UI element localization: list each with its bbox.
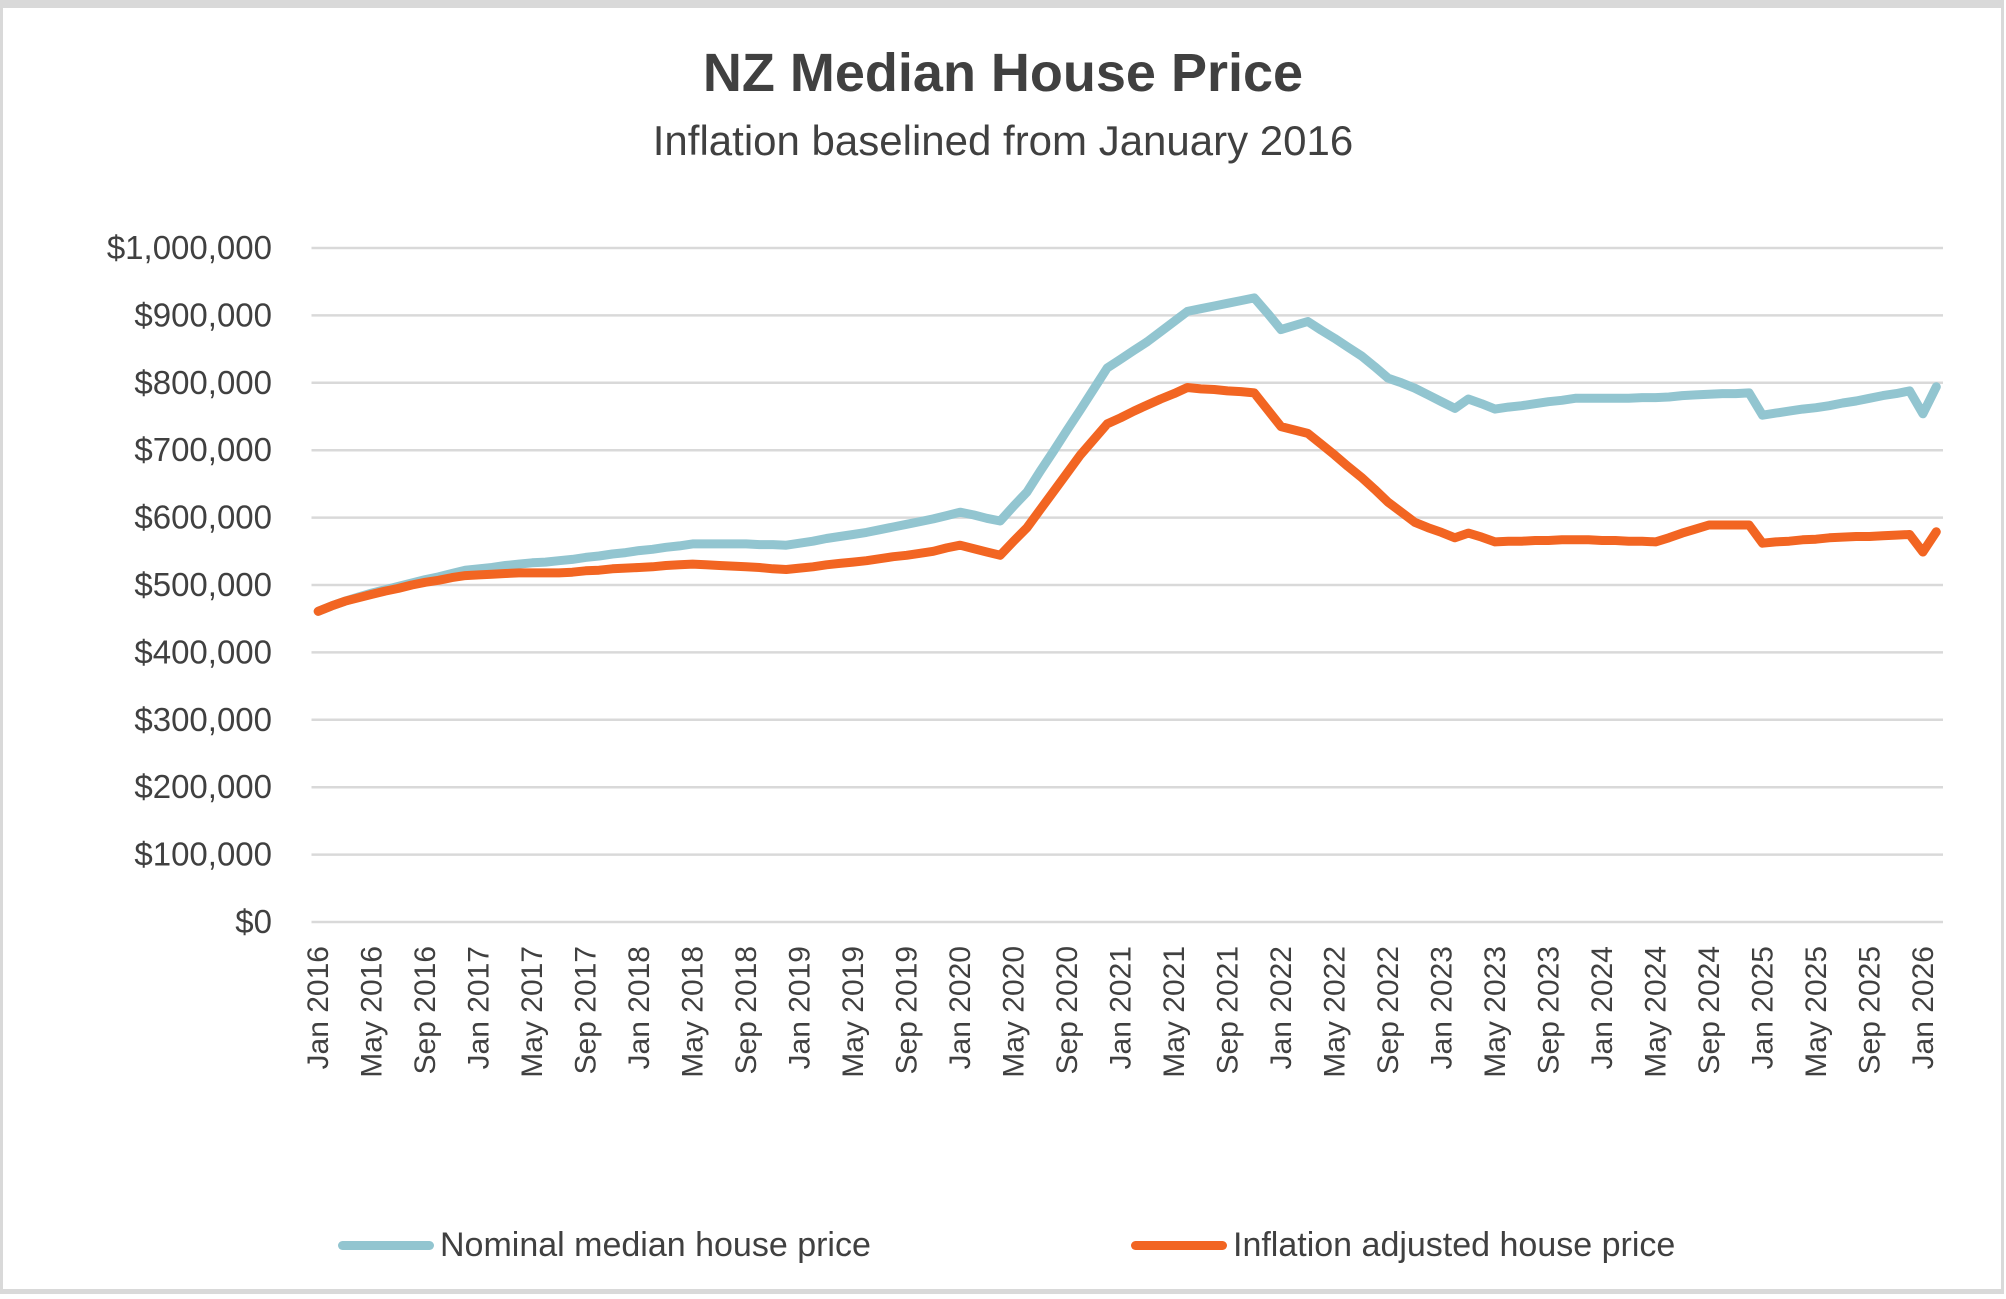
x-tick-label: Jan 2023 bbox=[1426, 946, 1459, 1069]
x-tick-label: Jan 2016 bbox=[302, 946, 335, 1069]
x-tick-label: Sep 2018 bbox=[730, 946, 763, 1074]
gridlines bbox=[311, 246, 1943, 924]
x-tick-label: May 2021 bbox=[1158, 946, 1191, 1078]
y-tick-label: $200,000 bbox=[134, 768, 272, 805]
x-tick-label: Jan 2019 bbox=[784, 946, 817, 1069]
x-tick-label: May 2016 bbox=[356, 946, 389, 1078]
x-tick-label: Jan 2017 bbox=[463, 946, 496, 1069]
x-tick-label: Jan 2022 bbox=[1265, 946, 1298, 1069]
y-tick-label: $900,000 bbox=[134, 296, 272, 333]
line-chart: $0 $100,000 $200,000 $300,000 $400,000 $500,0… bbox=[107, 229, 1943, 1078]
series-lines bbox=[313, 293, 1941, 616]
series-line-nominal bbox=[313, 293, 1941, 616]
legend-item-inflation-adjusted: Inflation adjusted house price bbox=[1131, 1220, 1675, 1270]
x-tick-label: May 2019 bbox=[837, 946, 870, 1078]
x-tick-label: Sep 2017 bbox=[570, 946, 603, 1074]
legend-swatch-nominal bbox=[338, 1240, 434, 1250]
chart-title: NZ Median House Price bbox=[702, 43, 1304, 103]
x-tick-label: Jan 2024 bbox=[1586, 946, 1619, 1069]
x-tick-label: Sep 2021 bbox=[1212, 946, 1245, 1074]
x-tick-label: Sep 2025 bbox=[1853, 946, 1886, 1074]
y-axis-tick-labels: $0 $100,000 $200,000 $300,000 $400,000 $500,0… bbox=[107, 229, 272, 940]
x-tick-label: Sep 2022 bbox=[1372, 946, 1405, 1074]
x-tick-label: May 2020 bbox=[998, 946, 1031, 1078]
x-tick-label: May 2022 bbox=[1319, 946, 1352, 1078]
x-tick-label: Sep 2016 bbox=[409, 946, 442, 1074]
y-tick-label: $500,000 bbox=[134, 566, 272, 603]
x-tick-label: May 2018 bbox=[677, 946, 710, 1078]
x-tick-label: Sep 2019 bbox=[891, 946, 924, 1074]
x-tick-label: Jan 2026 bbox=[1907, 946, 1940, 1069]
legend-label-inflation-adjusted: Inflation adjusted house price bbox=[1233, 1225, 1676, 1264]
legend-swatch-inflation-adjusted bbox=[1131, 1240, 1227, 1250]
y-tick-label: $1,000,000 bbox=[107, 229, 272, 266]
chart-subtitle: Inflation baselined from January 2016 bbox=[652, 117, 1354, 164]
series-line-inflation-adjusted bbox=[313, 383, 1941, 616]
y-tick-label: $100,000 bbox=[134, 836, 272, 873]
x-tick-label: May 2025 bbox=[1800, 946, 1833, 1078]
x-tick-label: Sep 2024 bbox=[1693, 946, 1726, 1074]
x-axis-tick-labels: Jan 2016 May 2016 Sep 2016 Jan 2017 May 2017… bbox=[302, 946, 1940, 1078]
y-tick-label: $300,000 bbox=[134, 701, 272, 738]
x-tick-label: Sep 2020 bbox=[1051, 946, 1084, 1074]
x-tick-label: Jan 2021 bbox=[1105, 946, 1138, 1069]
x-tick-label: May 2023 bbox=[1479, 946, 1512, 1078]
y-tick-label: $0 bbox=[235, 903, 272, 940]
x-tick-label: Sep 2023 bbox=[1532, 946, 1565, 1074]
legend-label-nominal: Nominal median house price bbox=[440, 1225, 871, 1264]
x-tick-label: Jan 2025 bbox=[1746, 946, 1779, 1069]
y-tick-label: $800,000 bbox=[134, 364, 272, 401]
y-tick-label: $600,000 bbox=[134, 499, 272, 536]
y-tick-label: $400,000 bbox=[134, 633, 272, 670]
y-tick-label: $700,000 bbox=[134, 431, 272, 468]
x-tick-label: Jan 2018 bbox=[623, 946, 656, 1069]
x-tick-label: Jan 2020 bbox=[944, 946, 977, 1069]
legend: Nominal median house price Inflation adj… bbox=[0, 1220, 2006, 1270]
legend-item-nominal: Nominal median house price bbox=[338, 1220, 871, 1270]
x-tick-label: May 2017 bbox=[516, 946, 549, 1078]
x-tick-label: May 2024 bbox=[1639, 946, 1672, 1078]
